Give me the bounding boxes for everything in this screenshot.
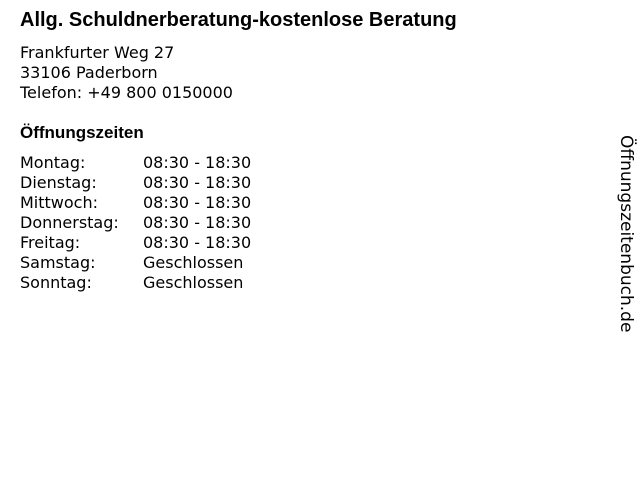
hours-row: Samstag: Geschlossen [20, 253, 251, 273]
hours-row: Donnerstag: 08:30 - 18:30 [20, 213, 251, 233]
city: 33106 Paderborn [20, 63, 158, 82]
day: Sonntag: [20, 273, 92, 292]
time: Geschlossen [143, 273, 244, 292]
hours-row: Freitag: 08:30 - 18:30 [20, 233, 251, 253]
street: Frankfurter Weg 27 [20, 43, 175, 62]
hours-row: Mittwoch: 08:30 - 18:30 [20, 193, 251, 213]
hours-row: Sonntag: Geschlossen [20, 273, 251, 293]
hours-row: Montag: 08:30 - 18:30 [20, 153, 251, 173]
day: Freitag: [20, 233, 81, 252]
phone: Telefon: +49 800 0150000 [20, 83, 233, 102]
day: Mittwoch: [20, 193, 98, 212]
day: Montag: [20, 153, 86, 172]
day: Dienstag: [20, 173, 97, 192]
day: Samstag: [20, 253, 96, 272]
time: 08:30 - 18:30 [143, 233, 252, 252]
hours-heading: Öffnungszeiten [20, 123, 144, 142]
time: 08:30 - 18:30 [143, 213, 252, 232]
hours-row: Dienstag: 08:30 - 18:30 [20, 173, 251, 193]
time: 08:30 - 18:30 [143, 193, 252, 212]
time: 08:30 - 18:30 [143, 153, 252, 172]
address-block: Frankfurter Weg 27 33106 Paderborn Telef… [20, 43, 233, 103]
business-name: Allg. Schuldnerberatung-kostenlose Berat… [20, 9, 457, 31]
time: 08:30 - 18:30 [143, 173, 252, 192]
day: Donnerstag: [20, 213, 119, 232]
watermark-text: Öffnungszeitenbuch.de [616, 135, 636, 333]
hours-table: Montag: 08:30 - 18:30 Dienstag: 08:30 - 18… [20, 153, 251, 293]
time: Geschlossen [143, 253, 244, 272]
